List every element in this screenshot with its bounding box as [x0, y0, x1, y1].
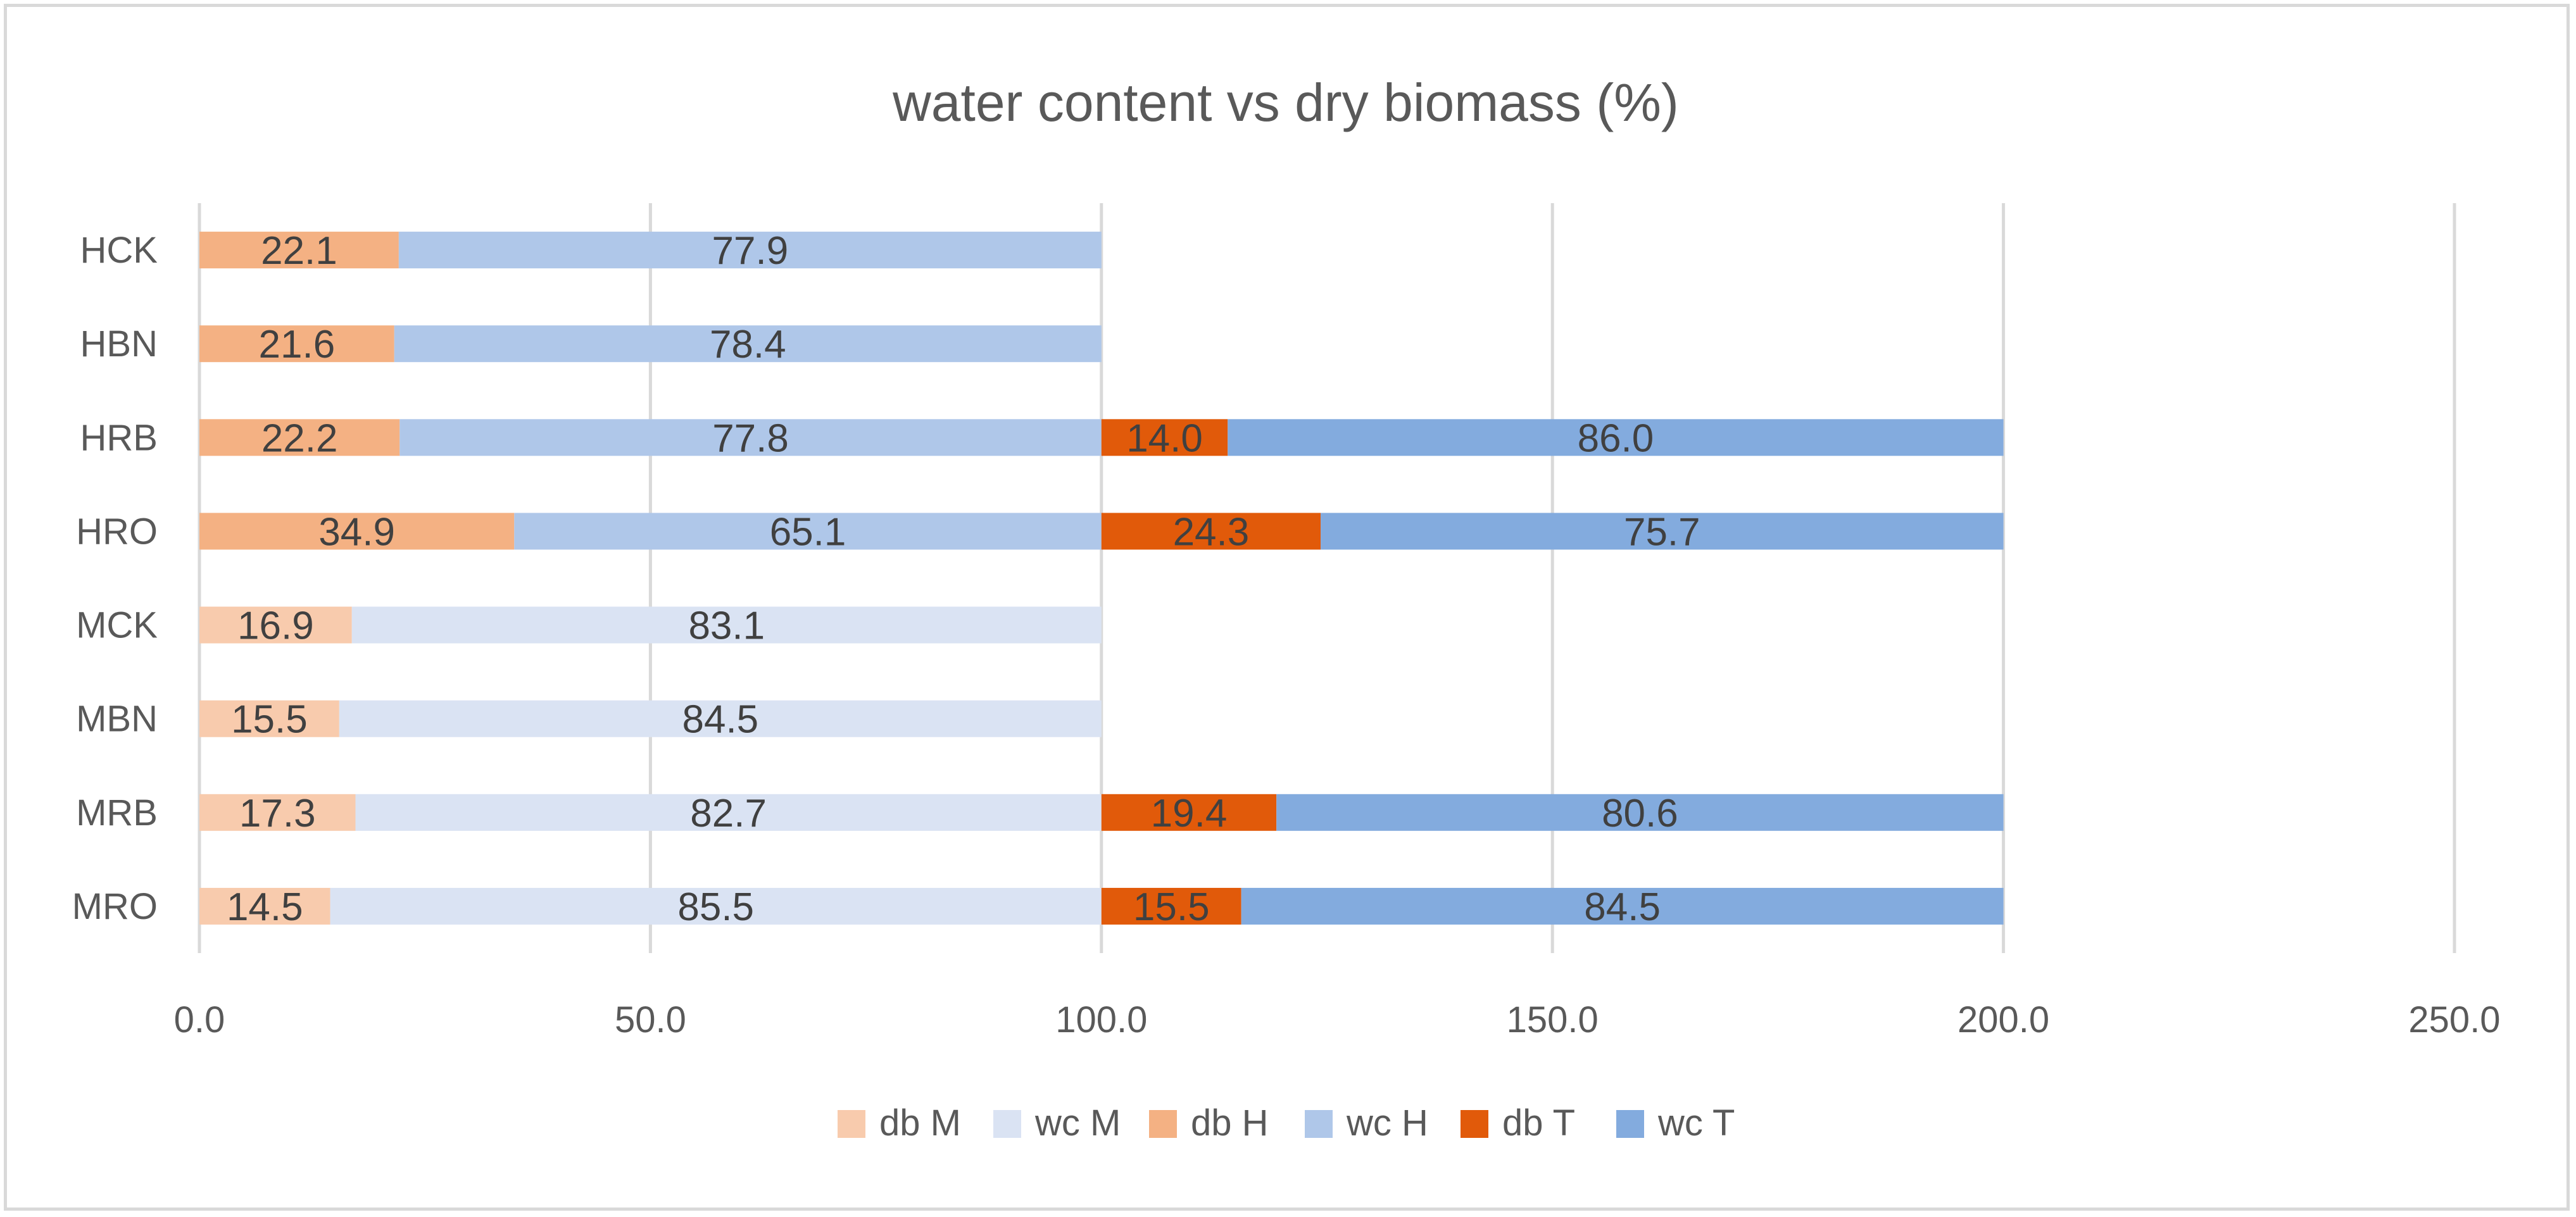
data-label-hrb-wc-t: 86.0 — [1578, 416, 1654, 460]
data-labels: 22.1 77.9 21.6 78.4 22.2 77.8 14.0 86.0 34.9 65.1… — [227, 229, 1700, 929]
legend-swatch-wc-t — [1616, 1110, 1644, 1138]
category-label-hck: HCK — [80, 230, 158, 271]
gridlines — [198, 203, 2456, 953]
data-label-mro-db-m: 14.5 — [227, 885, 303, 929]
bar-hro-wc-t — [1321, 513, 2004, 550]
legend-label-db-m: db M — [879, 1102, 961, 1144]
data-label-mrb-wc-t: 80.6 — [1602, 792, 1678, 835]
bar-hbn-wc-h — [394, 325, 1102, 363]
legend-swatch-wc-h — [1305, 1110, 1333, 1138]
bar-mck-wc-m — [351, 606, 1102, 644]
legend-swatch-db-t — [1461, 1110, 1488, 1138]
legend-label-wc-m: wc M — [1034, 1102, 1121, 1144]
category-label-mrb: MRB — [76, 792, 158, 833]
legend-swatch-db-h — [1149, 1110, 1177, 1138]
data-label-mro-wc-t: 84.5 — [1584, 885, 1661, 929]
legend-label-wc-h: wc H — [1346, 1102, 1428, 1144]
bar-hro-db-h — [199, 513, 515, 550]
bar-hrb-wc-t — [1228, 419, 2004, 456]
data-label-hck-db-h: 22.1 — [261, 229, 337, 273]
x-tick-label-1: 50.0 — [615, 999, 686, 1040]
data-label-hro-db-h: 34.9 — [318, 510, 395, 554]
data-label-mck-db-m: 16.9 — [237, 604, 314, 648]
data-label-mbn-wc-m: 84.5 — [682, 698, 758, 742]
bar-hck-db-h — [199, 232, 399, 269]
bar-mrb-wc-t — [1276, 794, 2004, 831]
data-label-mro-db-t: 15.5 — [1133, 885, 1210, 929]
data-label-hbn-wc-h: 78.4 — [710, 323, 786, 366]
data-label-mrb-wc-m: 82.7 — [690, 792, 767, 835]
bar-hbn-db-h — [199, 325, 394, 363]
bar-mrb-db-m — [199, 794, 356, 831]
legend-label-db-t: db T — [1502, 1102, 1575, 1144]
bar-mro-db-t — [1101, 887, 1241, 925]
bars — [199, 232, 2004, 925]
data-label-hrb-db-t: 14.0 — [1126, 416, 1203, 460]
bar-mro-wc-m — [330, 887, 1102, 925]
legend-swatch-wc-m — [993, 1110, 1021, 1138]
data-label-hrb-wc-h: 77.8 — [712, 416, 789, 460]
category-label-hrb: HRB — [80, 417, 158, 458]
data-label-mck-wc-m: 83.1 — [688, 604, 765, 648]
category-label-hro: HRO — [76, 511, 158, 552]
bar-mrb-wc-m — [355, 794, 1102, 831]
bar-mck-db-m — [199, 606, 352, 644]
value-axis: 0.0 50.0 100.0 150.0 200.0 250.0 — [174, 999, 2501, 1040]
category-label-hbn: HBN — [80, 323, 158, 365]
bar-hro-db-t — [1101, 513, 1321, 550]
data-label-hro-wc-t: 75.7 — [1624, 510, 1700, 554]
bar-mbn-wc-m — [339, 700, 1102, 737]
chart: water content vs dry biomass (%) 22.1 77.… — [72, 73, 2501, 1144]
bar-mrb-db-t — [1101, 794, 1277, 831]
data-label-hrb-db-h: 22.2 — [261, 416, 338, 460]
data-label-hro-db-t: 24.3 — [1173, 510, 1250, 554]
category-label-mbn: MBN — [76, 699, 158, 740]
data-label-hro-wc-h: 65.1 — [770, 510, 846, 554]
legend-label-db-h: db H — [1191, 1102, 1269, 1144]
bar-hrb-db-h — [199, 419, 400, 456]
bar-hrb-db-t — [1101, 419, 1228, 456]
x-tick-label-2: 100.0 — [1055, 999, 1147, 1040]
bar-hro-wc-h — [514, 513, 1102, 550]
category-label-mro: MRO — [72, 886, 158, 927]
legend-label-wc-t: wc T — [1657, 1102, 1735, 1144]
data-label-mrb-db-m: 17.3 — [239, 792, 316, 835]
chart-frame: water content vs dry biomass (%) 22.1 77.… — [4, 4, 2570, 1211]
chart-title: water content vs dry biomass (%) — [892, 73, 1679, 132]
bar-mro-db-m — [199, 887, 330, 925]
bar-hck-wc-h — [398, 232, 1102, 269]
bar-hrb-wc-h — [399, 419, 1102, 456]
data-label-mro-wc-m: 85.5 — [677, 885, 754, 929]
data-label-mbn-db-m: 15.5 — [231, 698, 308, 742]
x-tick-label-5: 250.0 — [2408, 999, 2500, 1040]
bar-mro-wc-t — [1241, 887, 2004, 925]
legend: db M wc M db H wc H db T wc T — [838, 1102, 1735, 1144]
data-label-mrb-db-t: 19.4 — [1151, 792, 1228, 835]
bar-mbn-db-m — [199, 700, 339, 737]
x-tick-label-0: 0.0 — [174, 999, 225, 1040]
x-tick-label-4: 200.0 — [1957, 999, 2049, 1040]
category-axis: HCK HBN HRB HRO MCK MBN MRB MRO — [72, 230, 158, 927]
data-label-hbn-db-h: 21.6 — [259, 323, 336, 366]
data-label-hck-wc-h: 77.9 — [712, 229, 789, 273]
x-tick-label-3: 150.0 — [1507, 999, 1599, 1040]
legend-swatch-db-m — [838, 1110, 865, 1138]
category-label-mck: MCK — [76, 605, 158, 646]
